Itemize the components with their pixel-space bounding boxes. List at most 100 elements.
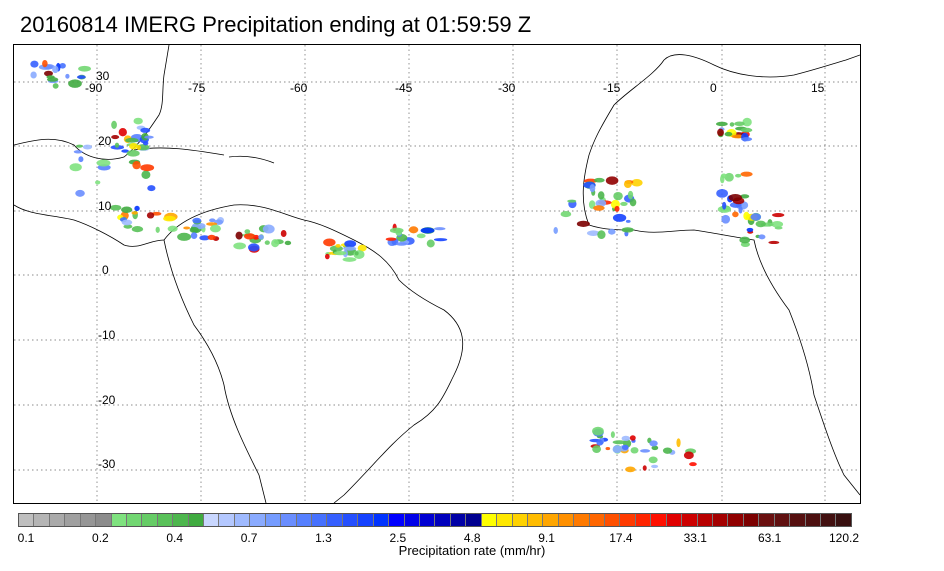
precip-cell [595,199,607,207]
colorbar-swatch [682,514,698,526]
colorbar-tick-label: 120.2 [828,531,860,545]
colorbar-swatch [512,514,528,526]
precip-cell [408,226,419,234]
precip-cell [209,224,221,233]
precip-cell [354,251,359,256]
coastlines [14,45,860,503]
colorbar-swatch [327,514,343,526]
precip-cell [258,234,264,240]
colorbar-swatch [296,514,313,526]
lat-label: 20 [98,134,112,148]
precip-cell [651,464,659,469]
precip-cell [389,227,404,234]
precip-cell [271,239,280,248]
precip-cell [73,150,83,154]
colorbar-swatch [419,514,436,526]
precip-cell [597,191,605,200]
colorbar-swatch [404,514,420,526]
precip-cell [715,121,728,127]
colorbar-swatch [142,514,158,526]
precip-cell [608,228,616,235]
precip-cell [676,438,681,448]
colorbar-swatch [96,514,112,526]
precip-cell [630,447,639,454]
colorbar-tick-label: 33.1 [683,531,707,545]
lat-lon-grid [14,45,860,503]
precip-cell [118,128,127,137]
precip-cell [78,156,84,163]
precip-cell [52,65,59,74]
precip-cell [625,219,631,223]
lon-label: 15 [811,81,825,95]
precip-cell [133,117,143,125]
precip-cell [59,62,66,69]
precip-cell [248,243,260,252]
map-canvas [14,45,860,503]
colorbar-swatch [805,514,821,526]
precip-cell [768,240,780,245]
precip-cell [30,71,37,79]
precip-cell [192,217,202,224]
precip-cell [111,120,117,129]
precip-cell [629,435,636,441]
colorbar-swatch [204,514,220,526]
precip-cell [190,232,198,239]
precip-cell [163,215,176,222]
precip-cell [284,240,292,246]
precip-cell [357,244,367,252]
precip-cell [344,240,357,248]
lon-label: -45 [395,81,413,95]
precip-cell [76,75,86,79]
precip-cell [280,229,287,238]
precip-cell [631,179,643,187]
precip-cell [642,465,647,471]
precip-cell [740,171,753,177]
precip-cell [142,141,149,146]
colorbar-swatch [574,514,590,526]
colorbar-swatch [527,514,544,526]
coastline-hispaniola [228,155,275,164]
precip-cell [728,193,742,202]
precip-cell [621,444,629,451]
precip-cell [724,131,733,137]
lon-label: -75 [188,81,206,95]
precip-cell [739,236,751,244]
precip-cell [131,226,144,233]
colorbar-swatch [836,514,851,526]
colorbar-swatch [728,514,744,526]
precip-cell [610,431,615,439]
colorbar-swatch [820,514,837,526]
precip-cell [129,142,138,150]
colorbar-swatch [80,514,97,526]
colorbar-swatch [589,514,606,526]
precip-cell [146,212,155,219]
colorbar [18,513,852,527]
colorbar-tick-label: 1.3 [315,531,332,545]
colorbar-swatch [666,514,683,526]
precip-cell [416,233,426,239]
precip-cell [553,226,558,234]
lon-label: -15 [603,81,621,95]
precip-cell [207,234,216,240]
colorbar-tick-label: 2.5 [389,531,407,545]
colorbar-swatch [49,514,66,526]
precip-cell [613,191,623,201]
precip-cell [689,462,697,467]
precip-cell [75,189,85,197]
precip-cell [649,440,658,447]
colorbar-swatch [435,514,451,526]
colorbar-swatch [342,514,359,526]
colorbar-swatch [543,514,559,526]
precip-cell [123,224,133,229]
coastline-yucatan [14,204,165,247]
precip-cell [144,135,154,139]
precip-cell [567,199,577,203]
precip-cell [395,242,408,246]
precip-cell [724,172,734,182]
precip-cell [627,190,634,200]
lon-label: -30 [498,81,516,95]
colorbar-swatch [173,514,189,526]
precip-cell [576,220,590,227]
precip-cell [651,445,659,451]
colorbar-swatch [774,514,791,526]
